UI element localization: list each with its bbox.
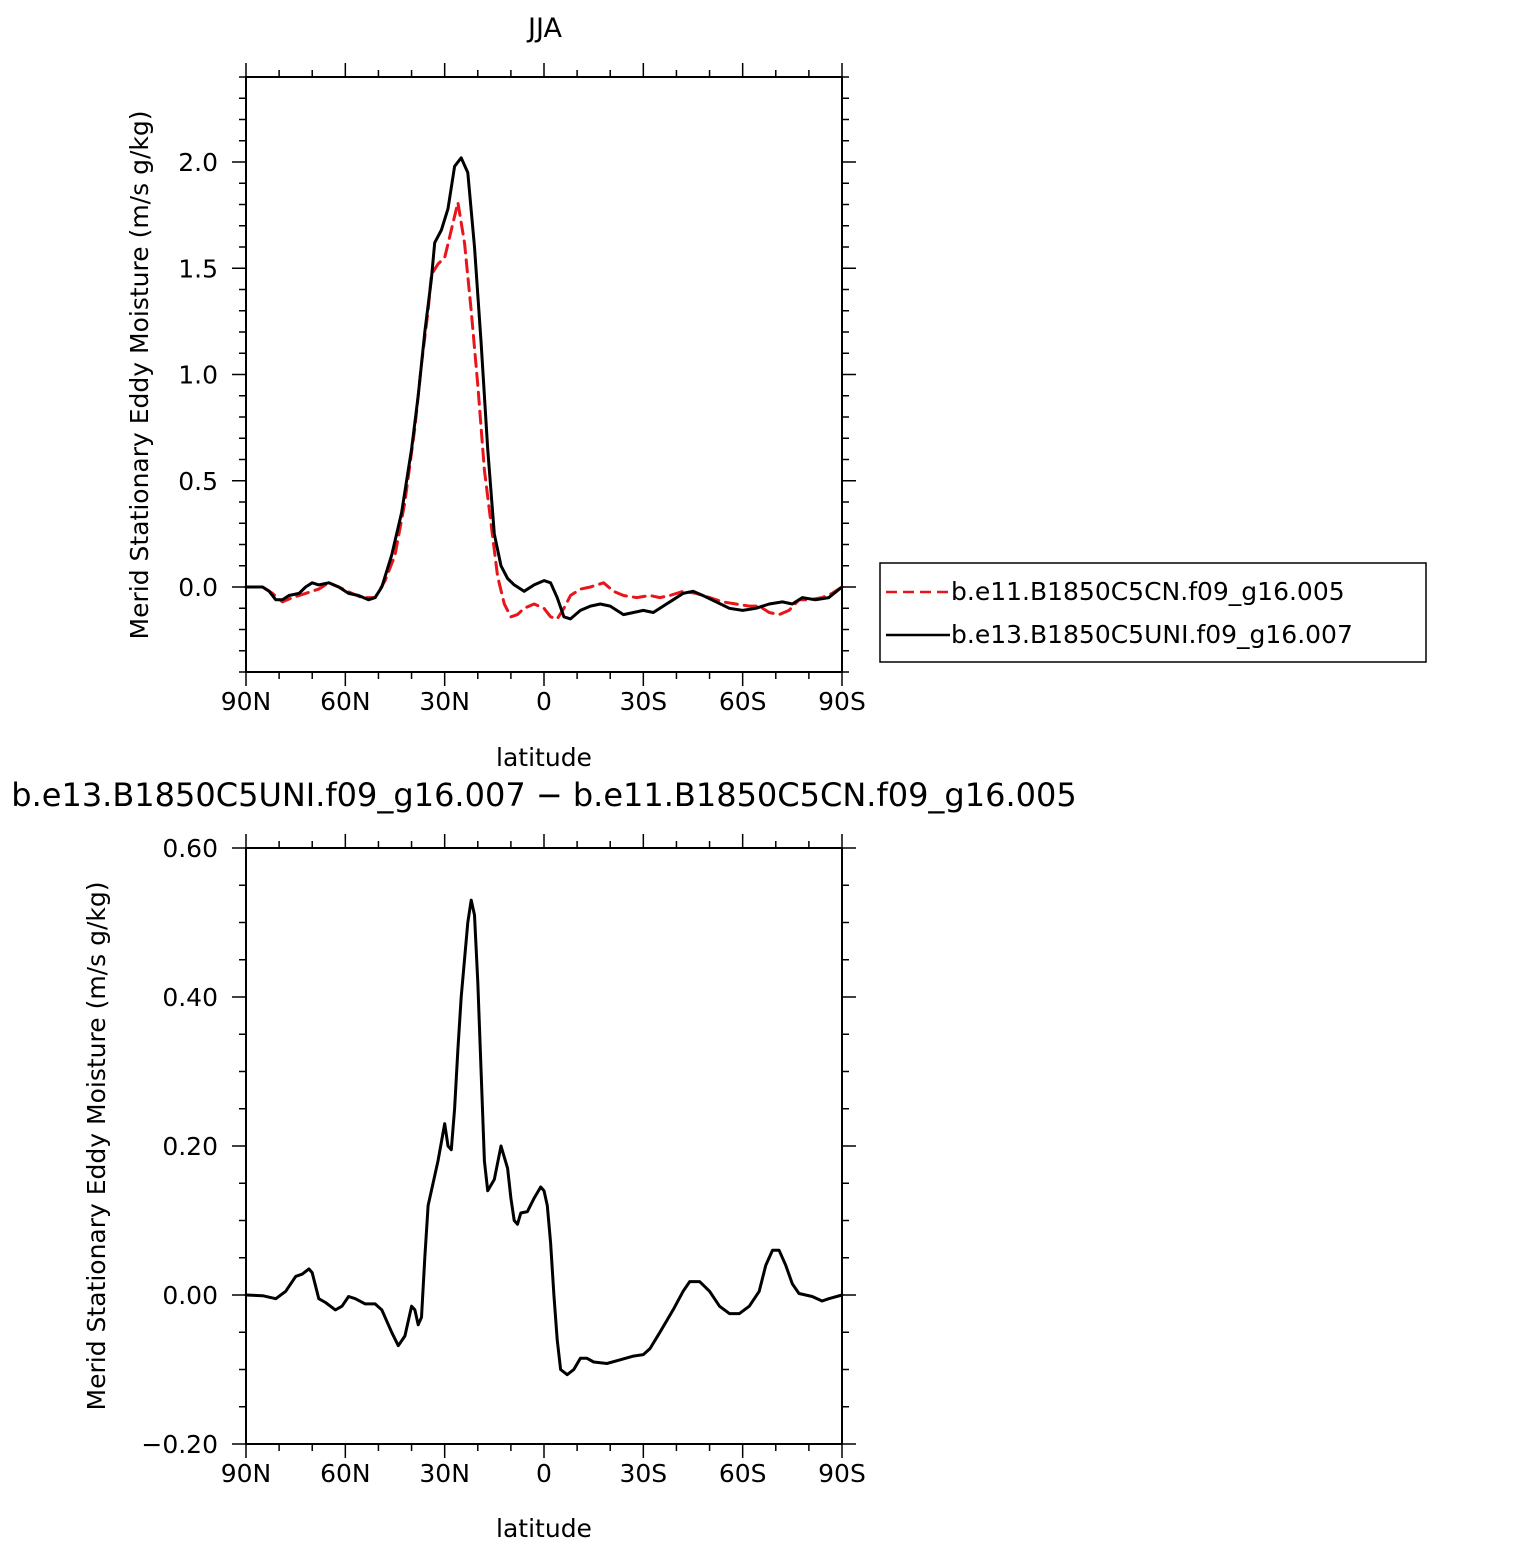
x-tick-label: 30S <box>619 1459 667 1488</box>
x-tick-label: 90N <box>221 687 272 716</box>
y-tick-label: 1.0 <box>178 361 218 390</box>
series-line-1 <box>244 898 844 1377</box>
chart-top-plot-frame <box>245 76 843 673</box>
x-tick-label: 60S <box>719 1459 767 1488</box>
y-tick-label: 0.0 <box>178 573 218 602</box>
y-tick-label: 0.5 <box>178 467 218 496</box>
chart-bottom-ticks <box>232 834 856 1458</box>
chart-bottom-plot-frame <box>245 847 843 1445</box>
chart-top-y-tick-labels: 0.0 0.5 1.0 1.5 2.0 <box>178 148 218 602</box>
y-tick-label: 2.0 <box>178 148 218 177</box>
chart-bottom-x-axis-label: latitude <box>496 1514 592 1543</box>
y-tick-label: 0.00 <box>162 1281 218 1310</box>
x-tick-label: 30N <box>419 1459 470 1488</box>
y-tick-label: 0.20 <box>162 1132 218 1161</box>
chart-top: JJA 0.00.51.01.52.0 90N 60N 30N 0 30S 60S 90S … <box>125 13 1427 772</box>
chart-top-series <box>244 156 844 621</box>
y-tick-label: 1.5 <box>178 254 218 283</box>
x-tick-label: 30S <box>619 687 667 716</box>
x-tick-label: 90S <box>818 1459 866 1488</box>
chart-bottom-y-tick-labels: −0.20 0.00 0.20 0.40 0.60 <box>141 834 218 1459</box>
y-tick-label: 0.60 <box>162 834 218 863</box>
chart-top-x-axis-label: latitude <box>496 743 592 772</box>
x-tick-label: 90N <box>221 1459 272 1488</box>
legend-label-series-2: b.e13.B1850C5UNI.f09_g16.007 <box>951 620 1353 649</box>
x-tick-label: 0 <box>536 687 552 716</box>
chart-top-y-axis-label: Merid Stationary Eddy Moisture (m/s g/kg… <box>125 111 154 640</box>
chart-bottom-x-tick-labels: 90N 60N 30N 0 30S 60S 90S <box>221 1459 866 1488</box>
chart-top-title: JJA <box>526 13 562 44</box>
series-line-1 <box>244 200 844 621</box>
x-tick-label: 60N <box>320 687 371 716</box>
x-tick-label: 60S <box>719 687 767 716</box>
x-tick-label: 90S <box>818 687 866 716</box>
legend-box <box>879 562 1427 663</box>
chart-bottom-title: b.e13.B1850C5UNI.f09_g16.007 − b.e11.B18… <box>11 776 1076 814</box>
series-line-2 <box>244 156 844 621</box>
chart-top-x-tick-labels: 90N 60N 30N 0 30S 60S 90S <box>221 687 866 716</box>
chart-top-ticks <box>232 63 856 686</box>
x-tick-label: 60N <box>320 1459 371 1488</box>
x-tick-label: 30N <box>419 687 470 716</box>
chart-bottom: b.e13.B1850C5UNI.f09_g16.007 − b.e11.B18… <box>11 776 1076 1543</box>
legend-label-series-1: b.e11.B1850C5CN.f09_g16.005 <box>951 577 1345 606</box>
y-tick-label: −0.20 <box>141 1430 218 1459</box>
chart-bottom-y-axis-label: Merid Stationary Eddy Moisture (m/s g/kg… <box>82 882 111 1411</box>
chart-bottom-series <box>244 898 844 1377</box>
chart-top-legend: b.e11.B1850C5CN.f09_g16.005 b.e13.B1850C… <box>879 562 1427 663</box>
x-tick-label: 0 <box>536 1459 552 1488</box>
y-tick-label: 0.40 <box>162 983 218 1012</box>
